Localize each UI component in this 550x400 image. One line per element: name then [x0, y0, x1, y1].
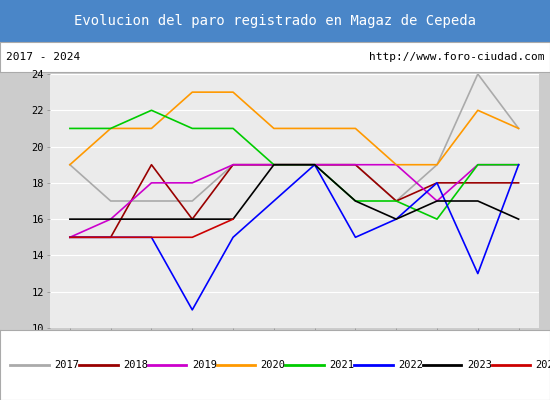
Text: 2021: 2021 — [329, 360, 354, 370]
Text: 2018: 2018 — [123, 360, 148, 370]
Text: 2023: 2023 — [467, 360, 492, 370]
Text: 2017 - 2024: 2017 - 2024 — [6, 52, 80, 62]
Text: 2019: 2019 — [192, 360, 217, 370]
Text: 2017: 2017 — [54, 360, 79, 370]
Text: 2024: 2024 — [536, 360, 550, 370]
Text: 2022: 2022 — [398, 360, 423, 370]
Text: 2020: 2020 — [261, 360, 285, 370]
Text: http://www.foro-ciudad.com: http://www.foro-ciudad.com — [369, 52, 544, 62]
Text: Evolucion del paro registrado en Magaz de Cepeda: Evolucion del paro registrado en Magaz d… — [74, 14, 476, 28]
